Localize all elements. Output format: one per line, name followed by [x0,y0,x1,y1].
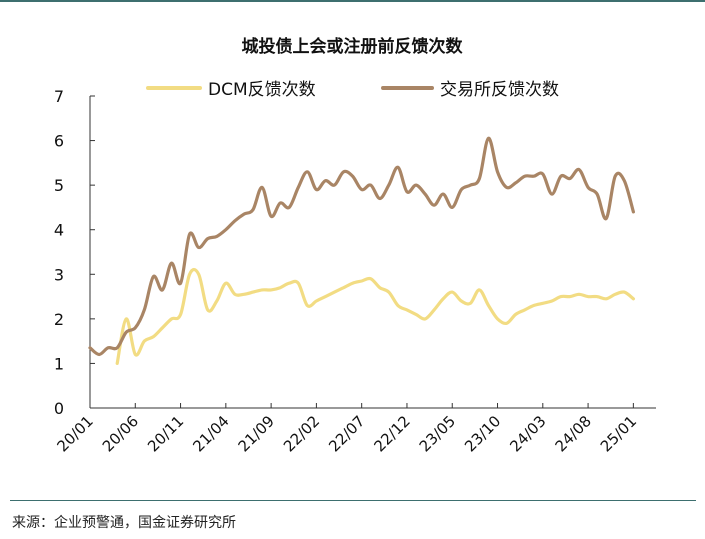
x-tick-label: 23/05 [416,412,459,455]
y-tick-label: 1 [54,354,64,373]
y-tick-label: 4 [54,221,64,240]
x-tick-label: 20/11 [144,412,187,455]
x-tick-label: 20/06 [99,412,142,455]
x-tick-label: 25/01 [597,412,640,455]
y-axis: 0 1 2 3 4 5 6 7 [54,87,95,418]
series-line-exchange [88,136,635,357]
x-tick-label: 20/01 [54,412,97,455]
bottom-rule [10,500,696,501]
x-tick-label: 23/10 [461,412,504,455]
y-tick-label: 0 [54,399,64,418]
y-tick-label: 2 [54,310,64,329]
x-tick-label: 21/04 [189,412,232,455]
y-tick-label: 5 [54,176,64,195]
x-tick-label: 22/02 [280,412,323,455]
x-tick-label: 24/08 [552,412,595,455]
x-tick-label: 21/09 [235,412,278,455]
y-tick-label: 7 [54,87,64,106]
chart-title: 城投债上会或注册前反馈次数 [242,36,464,57]
legend: DCM反馈次数 交易所反馈次数 [146,80,559,100]
legend-label-dcm: DCM反馈次数 [208,80,316,100]
y-tick-label: 6 [54,132,64,151]
y-tick-label: 3 [54,265,64,284]
top-rule [0,0,705,2]
x-tick-label: 22/07 [325,412,368,455]
source-note: 来源：企业预警通，国金证券研究所 [12,515,236,531]
legend-label-exchange: 交易所反馈次数 [440,80,559,100]
x-axis: 20/01 20/06 20/11 21/04 21/09 22/02 22/07 22/12… [54,403,656,455]
series-line-dcm [115,267,635,365]
x-tick-label: 24/03 [506,412,549,455]
line-chart: 城投债上会或注册前反馈次数 DCM反馈次数 交易所反馈次数 0 1 2 3 4 5 6 7 2… [54,36,656,455]
series-layer [88,136,635,365]
x-tick-label: 22/12 [370,412,413,455]
